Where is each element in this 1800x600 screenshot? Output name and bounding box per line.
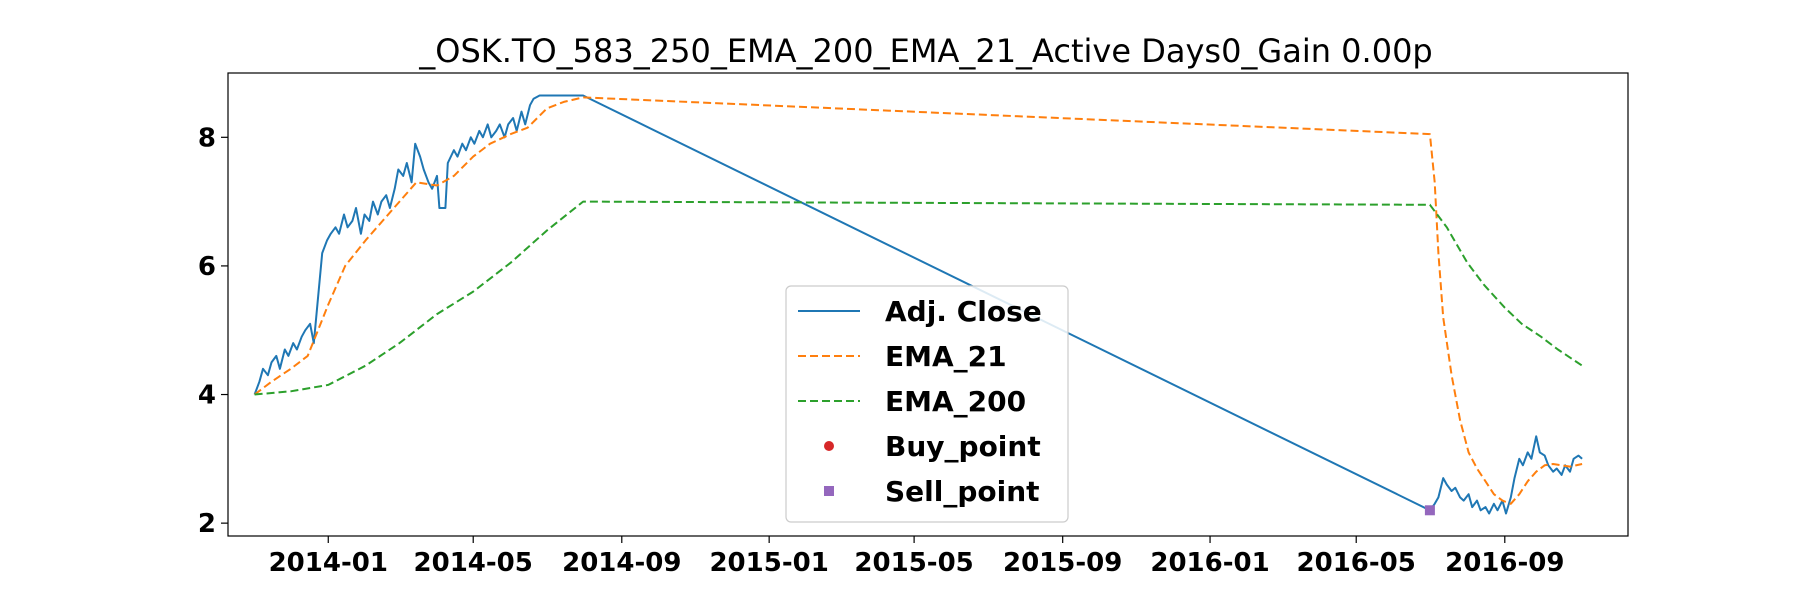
legend-label: EMA_200 [885, 385, 1026, 418]
legend-key-buy-point [824, 441, 834, 451]
x-tick-label: 2014-01 [269, 548, 388, 578]
series-line-adj-close [253, 94, 1583, 515]
plot-frame [227, 72, 1629, 537]
x-tick-label: 2014-05 [414, 548, 533, 578]
legend: Adj. Close EMA_21 EMA_200 Buy_point Sell_poi… [785, 285, 1069, 523]
x-tick-label: 2015-01 [709, 548, 828, 578]
x-tick-label: 2014-09 [562, 548, 681, 578]
y-tick-label: 4 [198, 381, 216, 411]
legend-label: Sell_point [885, 475, 1040, 508]
chart-title: _OSK.TO_583_250_EMA_200_EMA_21_Active Da… [418, 32, 1432, 70]
series-line-ema-21 [253, 96, 1583, 505]
legend-box [785, 285, 1069, 523]
y-tick-label: 8 [198, 123, 216, 153]
y-tick-label: 2 [198, 509, 216, 539]
x-tick-label: 2016-09 [1445, 548, 1564, 578]
x-tick-label: 2016-01 [1150, 548, 1269, 578]
legend-label: EMA_21 [885, 340, 1007, 373]
legend-label: Adj. Close [885, 295, 1042, 328]
x-tick-label: 2015-05 [854, 548, 973, 578]
sell-point-marker [1424, 505, 1435, 516]
x-tick-label: 2016-05 [1297, 548, 1416, 578]
axes-layer: 2014-01 2014-05 2014-09 2015-01 2015-05 2015-… [198, 72, 1629, 578]
y-tick-label: 6 [198, 252, 216, 282]
series-layer [253, 94, 1583, 516]
legend-label: Buy_point [885, 430, 1041, 463]
legend-key-sell-point [824, 486, 834, 496]
series-line-ema-200 [254, 200, 1583, 396]
x-tick-label: 2015-09 [1003, 548, 1122, 578]
